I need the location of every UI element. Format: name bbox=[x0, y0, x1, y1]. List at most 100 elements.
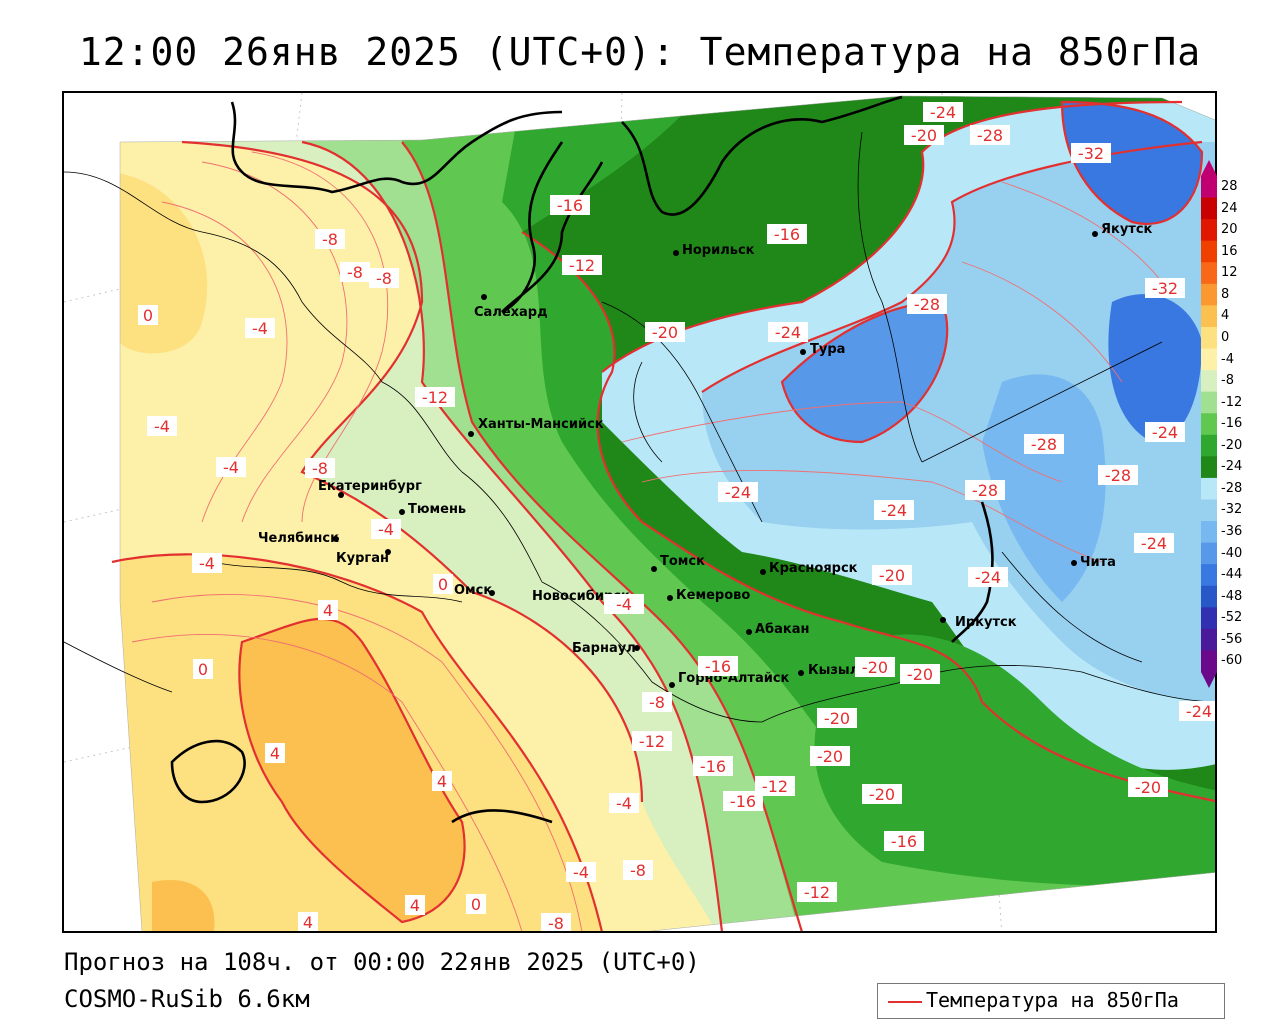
svg-text:Омск: Омск bbox=[454, 583, 492, 598]
isotherm-label: -16 bbox=[698, 656, 738, 676]
isotherm-label: -4 bbox=[604, 594, 644, 614]
isotherm-label: -20 bbox=[862, 784, 902, 804]
svg-text:-20: -20 bbox=[652, 323, 678, 342]
isotherm-label: -4 bbox=[216, 457, 246, 477]
isotherm-label: 0 bbox=[138, 305, 158, 325]
map-title: 12:00 26янв 2025 (UTC+0): Температура на… bbox=[78, 30, 1202, 74]
svg-text:Чита: Чита bbox=[1080, 555, 1116, 570]
color-scale-label: -16 bbox=[1221, 416, 1243, 432]
color-scale-step bbox=[1201, 585, 1217, 608]
isotherm-label: 0 bbox=[466, 894, 486, 914]
svg-text:0: 0 bbox=[471, 895, 481, 914]
isotherm-label: -12 bbox=[755, 776, 795, 796]
svg-text:-16: -16 bbox=[730, 792, 756, 811]
svg-text:-12: -12 bbox=[569, 256, 595, 275]
isotherm-label: -20 bbox=[817, 708, 857, 728]
svg-text:-12: -12 bbox=[639, 732, 665, 751]
svg-text:-20: -20 bbox=[869, 785, 895, 804]
isotherm-label: -28 bbox=[965, 480, 1005, 500]
svg-text:-24: -24 bbox=[725, 483, 751, 502]
legend-label: Температура на 850гПа bbox=[926, 988, 1179, 1012]
svg-text:4: 4 bbox=[323, 601, 333, 620]
isotherm-label: -24 bbox=[1134, 533, 1174, 553]
svg-text:Барнаул: Барнаул bbox=[572, 641, 636, 656]
city-kyzyl: Кызыл bbox=[798, 663, 859, 678]
isotherm-label: -4 bbox=[609, 793, 639, 813]
svg-text:Иркутск: Иркутск bbox=[955, 615, 1017, 630]
color-scale-step bbox=[1201, 240, 1217, 263]
isotherm-label: -24 bbox=[1179, 701, 1215, 721]
color-scale-step bbox=[1201, 391, 1217, 414]
temperature-map: Салехард Норильск Тура Якутск Ханты-Манс… bbox=[64, 93, 1215, 931]
color-scale-label: -56 bbox=[1221, 631, 1243, 647]
city-yakutsk: Якутск bbox=[1092, 222, 1153, 237]
isotherms bbox=[111, 100, 1215, 931]
color-scale-step bbox=[1201, 413, 1217, 436]
svg-text:-28: -28 bbox=[1105, 466, 1131, 485]
svg-text:-20: -20 bbox=[862, 658, 888, 677]
map-frame: Салехард Норильск Тура Якутск Ханты-Манс… bbox=[62, 91, 1217, 933]
city-barnaul: Барнаул bbox=[572, 641, 640, 656]
svg-text:Кызыл: Кызыл bbox=[808, 663, 859, 678]
color-scale-label: 20 bbox=[1221, 222, 1238, 238]
color-scale bbox=[1201, 160, 1217, 690]
city-tyumen: Тюмень bbox=[399, 502, 466, 517]
isotherm-label: -20 bbox=[872, 565, 912, 585]
svg-text:Кемерово: Кемерово bbox=[676, 588, 750, 603]
svg-text:-16: -16 bbox=[705, 657, 731, 676]
isotherm-label: -24 bbox=[1145, 422, 1185, 442]
svg-text:Якутск: Якутск bbox=[1101, 222, 1153, 237]
color-scale-label: -4 bbox=[1221, 351, 1234, 367]
svg-text:-12: -12 bbox=[422, 388, 448, 407]
svg-text:-8: -8 bbox=[312, 459, 328, 478]
svg-text:0: 0 bbox=[143, 306, 153, 325]
isotherm-label: -12 bbox=[415, 387, 455, 407]
svg-text:Тюмень: Тюмень bbox=[408, 502, 466, 517]
city-chita: Чита bbox=[1071, 555, 1116, 570]
svg-text:Салехард: Салехард bbox=[474, 305, 548, 320]
svg-text:-16: -16 bbox=[557, 196, 583, 215]
city-omsk: Омск bbox=[454, 583, 495, 598]
svg-text:-24: -24 bbox=[881, 501, 907, 520]
color-scale-step bbox=[1201, 370, 1217, 393]
isotherm-label: -4 bbox=[192, 553, 222, 573]
svg-text:-8: -8 bbox=[376, 269, 392, 288]
svg-text:-24: -24 bbox=[975, 568, 1001, 587]
svg-text:0: 0 bbox=[438, 575, 448, 594]
color-scale-step bbox=[1201, 477, 1217, 500]
svg-text:Ханты-Мансийск: Ханты-Мансийск bbox=[478, 417, 604, 432]
svg-text:Красноярск: Красноярск bbox=[769, 561, 858, 576]
svg-text:-12: -12 bbox=[762, 777, 788, 796]
svg-text:-20: -20 bbox=[824, 709, 850, 728]
isotherm-labels: -24 -20 -28 -32 -16 -16 -8 -8 -8 0 -4 -2… bbox=[138, 102, 1215, 931]
svg-text:-12: -12 bbox=[804, 883, 830, 902]
color-scale-label: -48 bbox=[1221, 588, 1243, 604]
svg-text:-4: -4 bbox=[573, 863, 589, 882]
legend-line-swatch bbox=[888, 1001, 922, 1003]
city-yekaterinburg: Екатеринбург bbox=[318, 479, 422, 498]
svg-text:-4: -4 bbox=[616, 794, 632, 813]
color-scale-step bbox=[1201, 305, 1217, 328]
svg-text:Курган: Курган bbox=[336, 551, 389, 566]
isotherm-label: -4 bbox=[147, 416, 177, 436]
color-scale-step bbox=[1201, 434, 1217, 457]
svg-text:Екатеринбург: Екатеринбург bbox=[318, 479, 422, 494]
svg-text:Норильск: Норильск bbox=[682, 243, 755, 258]
isotherm-label: -8 bbox=[369, 268, 399, 288]
color-scale-label: 8 bbox=[1221, 286, 1230, 302]
color-scale-label: -8 bbox=[1221, 373, 1234, 389]
city-irkutsk: Иркутск bbox=[940, 615, 1017, 630]
city-krasnoyarsk: Красноярск bbox=[760, 561, 858, 576]
isotherm-label: -16 bbox=[550, 195, 590, 215]
city-norilsk: Норильск bbox=[673, 243, 755, 258]
svg-text:-4: -4 bbox=[378, 520, 394, 539]
color-scale-step bbox=[1201, 262, 1217, 285]
isotherm-label: -24 bbox=[874, 500, 914, 520]
isotherm-label: 0 bbox=[193, 659, 213, 679]
color-scale-label: -24 bbox=[1221, 459, 1243, 475]
svg-text:0: 0 bbox=[198, 660, 208, 679]
svg-text:-28: -28 bbox=[972, 481, 998, 500]
isotherm-label: 4 bbox=[432, 771, 452, 791]
city-tura: Тура bbox=[800, 342, 845, 357]
svg-text:Томск: Томск bbox=[660, 554, 705, 569]
